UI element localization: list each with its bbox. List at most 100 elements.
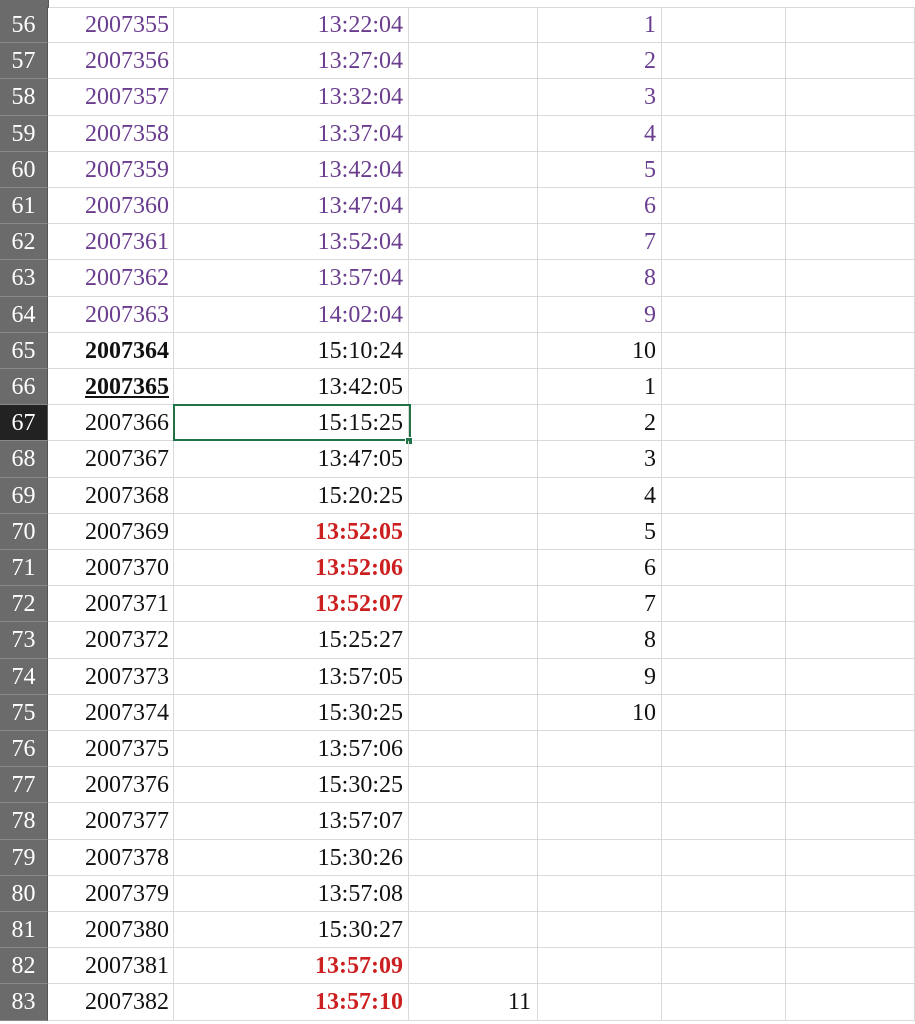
cell-index[interactable]: 5 [538,513,662,550]
cell-time[interactable]: 13:27:04 [174,43,409,80]
cell-index[interactable]: 2 [538,43,662,80]
cell-time[interactable]: 13:52:06 [174,550,409,587]
row-header[interactable]: 57 [0,43,48,80]
empty-cell[interactable] [662,43,786,80]
cell-index[interactable]: 9 [538,296,662,333]
cell-index[interactable] [538,803,662,840]
cell-c[interactable] [409,405,538,442]
row-header[interactable]: 77 [0,767,48,804]
cell-index[interactable]: 9 [538,658,662,695]
cell-time[interactable]: 15:20:25 [174,477,409,514]
empty-cell[interactable] [786,550,915,587]
empty-cell[interactable] [662,839,786,876]
empty-cell[interactable] [786,260,915,297]
cell-time[interactable]: 13:52:05 [174,513,409,550]
cell-index[interactable] [538,839,662,876]
cell-id[interactable]: 2007382 [48,984,174,1021]
cell-id[interactable]: 2007359 [48,151,174,188]
cell-id[interactable]: 2007356 [48,43,174,80]
empty-cell[interactable] [786,43,915,80]
cell-time[interactable]: 13:57:07 [174,803,409,840]
empty-cell[interactable] [786,513,915,550]
cell-time[interactable]: 15:30:25 [174,767,409,804]
cell-time[interactable]: 13:57:04 [174,260,409,297]
row-header[interactable]: 67 [0,405,48,442]
empty-cell[interactable] [786,694,915,731]
row-header[interactable]: 56 [0,7,48,44]
empty-cell[interactable] [662,803,786,840]
row-header[interactable]: 79 [0,839,48,876]
cell-time[interactable]: 13:47:04 [174,188,409,225]
empty-cell[interactable] [662,622,786,659]
cell-time[interactable]: 15:25:27 [174,622,409,659]
cell-time[interactable]: 13:47:05 [174,441,409,478]
empty-cell[interactable] [662,224,786,261]
cell-time[interactable]: 13:42:04 [174,151,409,188]
empty-cell[interactable] [786,477,915,514]
cell-id[interactable]: 2007380 [48,912,174,949]
cell-c[interactable]: 11 [409,984,538,1021]
empty-cell[interactable] [662,731,786,768]
row-header[interactable]: 69 [0,477,48,514]
cell-c[interactable] [409,586,538,623]
cell-c[interactable] [409,550,538,587]
cell-id[interactable]: 2007365 [48,369,174,406]
row-header[interactable]: 71 [0,550,48,587]
empty-cell[interactable] [786,7,915,44]
cell-id[interactable]: 2007367 [48,441,174,478]
cell-index[interactable]: 2 [538,405,662,442]
row-header[interactable]: 82 [0,948,48,985]
cell-c[interactable] [409,332,538,369]
cell-index[interactable] [538,984,662,1021]
cell-time[interactable]: 15:30:25 [174,694,409,731]
row-header[interactable]: 61 [0,188,48,225]
cell-index[interactable] [538,767,662,804]
cell-c[interactable] [409,260,538,297]
empty-cell[interactable] [662,550,786,587]
cell-id[interactable]: 2007363 [48,296,174,333]
empty-cell[interactable] [786,839,915,876]
cell-id[interactable]: 2007361 [48,224,174,261]
cell-id[interactable]: 2007375 [48,731,174,768]
cell-time[interactable]: 13:52:04 [174,224,409,261]
cell-id[interactable]: 2007358 [48,115,174,152]
empty-cell[interactable] [662,79,786,116]
cell-index[interactable] [538,948,662,985]
empty-cell[interactable] [786,803,915,840]
empty-cell[interactable] [662,332,786,369]
empty-cell[interactable] [786,586,915,623]
empty-cell[interactable] [786,912,915,949]
cell-index[interactable] [538,875,662,912]
cell-index[interactable]: 10 [538,332,662,369]
cell-id[interactable]: 2007379 [48,875,174,912]
fill-handle[interactable] [405,437,413,446]
cell-id[interactable]: 2007373 [48,658,174,695]
cell-index[interactable]: 8 [538,260,662,297]
cell-time[interactable]: 14:02:04 [174,296,409,333]
cell-index[interactable]: 1 [538,7,662,44]
empty-cell[interactable] [662,115,786,152]
empty-cell[interactable] [786,875,915,912]
cell-c[interactable] [409,7,538,44]
row-header[interactable]: 76 [0,731,48,768]
cell-index[interactable]: 6 [538,188,662,225]
empty-cell[interactable] [786,731,915,768]
empty-cell[interactable] [786,296,915,333]
empty-cell[interactable] [786,369,915,406]
cell-time[interactable]: 13:42:05 [174,369,409,406]
empty-cell[interactable] [662,405,786,442]
row-header[interactable]: 62 [0,224,48,261]
row-header[interactable]: 81 [0,912,48,949]
empty-cell[interactable] [662,694,786,731]
row-header[interactable]: 65 [0,332,48,369]
cell-id[interactable]: 2007369 [48,513,174,550]
cell-c[interactable] [409,948,538,985]
cell-id[interactable]: 2007377 [48,803,174,840]
cell-c[interactable] [409,694,538,731]
cell-time[interactable]: 13:57:06 [174,731,409,768]
empty-cell[interactable] [662,477,786,514]
cell-index[interactable]: 3 [538,441,662,478]
cell-index[interactable]: 6 [538,550,662,587]
cell-id[interactable]: 2007364 [48,332,174,369]
cell-id[interactable]: 2007370 [48,550,174,587]
